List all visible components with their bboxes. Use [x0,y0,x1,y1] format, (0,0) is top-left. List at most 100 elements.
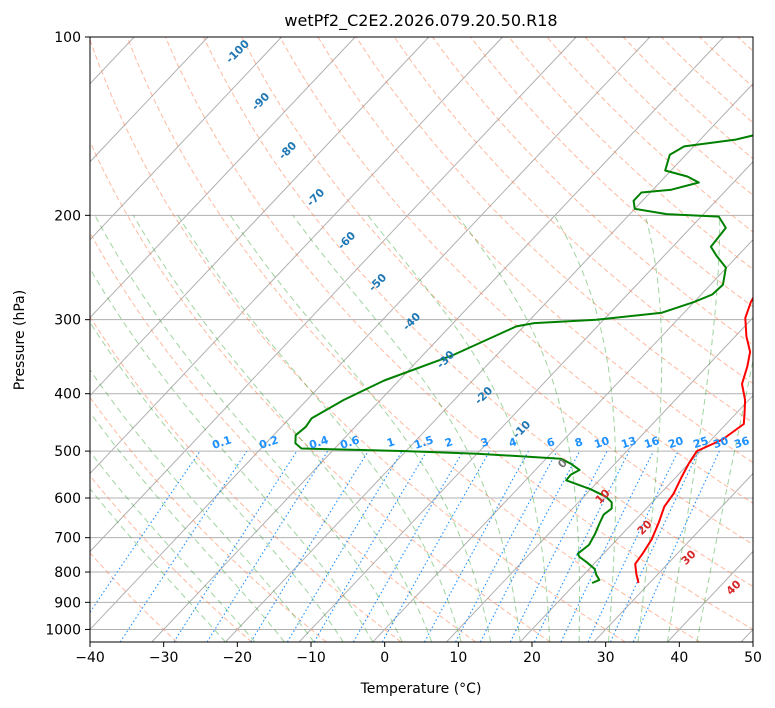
mixing-ratio-line [381,450,491,642]
dewpoint-profile-line [294,134,753,584]
isotherm-line [90,37,577,553]
mixing-ratio-label: 13 [620,434,639,451]
mixing-ratio-label: 0.1 [211,433,234,451]
isotherm-line [90,37,209,163]
dry-adiabat-line [355,37,753,424]
dry-adiabat-line [279,37,753,504]
mixing-ratio-line [119,450,248,642]
mixing-ratio-label: 16 [643,434,662,451]
moist-adiabat-line [667,215,721,642]
mixing-ratio-line [424,450,529,642]
dry-adiabat-line [393,37,753,385]
temperature-profile-line [634,296,753,584]
mixing-ratio-line [533,450,630,642]
x-axis-label: Temperature (°C) [360,681,482,697]
isotherm-line [90,37,651,631]
y-tick-label: 500 [54,444,81,460]
mixing-ratio-line [509,450,608,642]
dry-adiabat-line [90,474,252,642]
y-tick-label: 100 [54,30,81,46]
plot-frame [89,36,754,643]
moist-adiabat-line [456,214,580,642]
y-axis-label: Pressure (hPa) [12,290,28,390]
y-tick-label: 200 [54,208,81,224]
dry-adiabat-line [90,552,178,642]
isotherm-line [593,472,753,642]
x-tick-label: 10 [449,650,467,666]
mixing-ratio-line [455,450,558,642]
moist-adiabat-line [229,215,492,642]
mixing-ratio-label: 3 [479,435,490,450]
mixing-ratio-label: 2 [443,435,454,450]
chart-title: wetPf2_C2E2.2026.079.20.50.R18 [284,11,557,31]
mixing-ratio-label: 1.5 [413,433,436,451]
y-axis: 100 200 300 400 500 600 700 800 900 1000 [45,30,90,638]
mixing-ratio-label: 4 [507,435,519,450]
y-tick-label: 800 [54,565,81,581]
isotherm-line [90,37,503,475]
isotherm-line [0,37,61,642]
isotherm-line [519,394,753,642]
mixing-ratio-line [173,450,298,642]
moist-adiabat-line [90,368,315,642]
dry-adiabat-line [126,37,701,642]
y-tick-label: 900 [54,595,81,611]
dry-adiabat-line [90,231,476,642]
mixing-ratio-line [206,450,329,642]
isotherm-line [90,37,430,397]
moist-adiabat-line [553,215,617,642]
mixing-ratio-line [250,450,369,642]
mixing-ratio-label: 25 [692,434,711,451]
dry-adiabat-line [90,38,626,642]
mixing-ratio-label: 6 [545,435,557,450]
y-tick-label: 700 [54,531,81,547]
x-tick-label: 40 [670,650,688,666]
mixing-ratio-label: 10 [593,434,612,451]
y-tick-label: 600 [54,491,81,507]
x-tick-label: 20 [523,650,541,666]
mixing-ratio-label: 1 [385,435,396,450]
mixing-ratio-label: 0.4 [308,433,331,451]
moist-adiabat-line [637,215,663,642]
x-tick-label: −10 [296,650,326,666]
dry-adiabat-line [470,37,753,308]
mixing-ratio-label: 36 [733,434,752,451]
x-tick-label: 0 [380,650,389,666]
background-lines [0,37,753,642]
isotherm-line [90,37,356,319]
moist-adiabat-line [367,214,551,642]
x-axis: −40 −30 −20 −10 0 10 20 30 40 50 [75,642,762,666]
mixing-ratio-label: 8 [573,435,584,450]
series-layer [294,134,753,584]
isotherm-line [151,37,724,642]
moist-adiabat-line [177,215,462,642]
dry-adiabat-line [90,140,551,642]
moist-adiabat-line [90,267,374,642]
mixing-ratio-line [632,450,720,642]
moist-adiabat-line [132,215,433,642]
mixing-ratio-label: 20 [667,434,686,451]
isotherm-line [372,238,753,642]
y-tick-label: 300 [54,313,81,329]
y-tick-label: 1000 [45,622,81,638]
dry-adiabat-line [90,316,402,642]
x-tick-label: 30 [597,650,615,666]
moist-adiabat-line [94,215,403,642]
x-tick-label: −20 [223,650,253,666]
mixing-ratio-label: 0.2 [258,433,281,451]
y-tick-label: 400 [54,387,81,403]
x-tick-label: −30 [149,650,179,666]
isotherm-line [298,160,753,642]
dry-adiabat-line [164,37,753,630]
dry-adiabat-line [317,37,753,464]
moist-adiabat-line [90,487,226,642]
isotherm-line [446,316,753,642]
dry-adiabat-line [203,37,753,588]
mixing-ratio-label: 30 [712,434,731,451]
mixing-ratio-labels: 0.1 0.2 0.4 0.6 1 1.5 2 3 4 6 8 10 13 16 20 25 30 36 [211,433,752,451]
moist-adiabat-line [90,321,344,642]
mixing-ratio-label: 0.6 [339,433,362,451]
x-tick-label: 50 [744,650,762,666]
isotherm-line [90,37,282,241]
